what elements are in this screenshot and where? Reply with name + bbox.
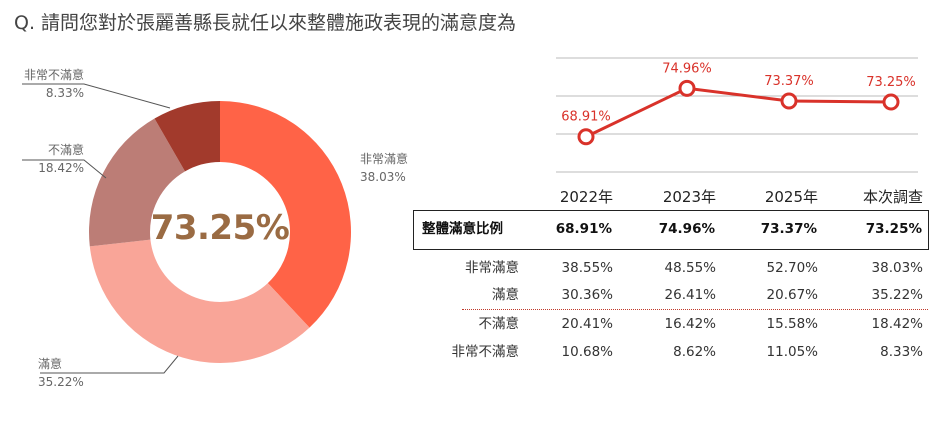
table-cell: 20.67% xyxy=(766,287,818,303)
data-label: 68.91% xyxy=(561,110,611,125)
table-cell: 68.91% xyxy=(555,221,612,237)
row-label: 非常滿意 xyxy=(465,260,519,276)
series-point xyxy=(678,79,696,97)
table-cell: 73.37% xyxy=(760,221,817,237)
table-cell: 8.33% xyxy=(880,344,923,360)
column-header: 2023年 xyxy=(662,188,716,206)
table-header-row: 2022年 2023年 2025年 本次調查 xyxy=(413,184,929,210)
segment-pct: 18.42% xyxy=(38,161,84,175)
table-cell: 73.25% xyxy=(865,221,922,237)
table-cell: 8.62% xyxy=(673,344,716,360)
segment-very-dissatisfied xyxy=(154,101,220,172)
segment-name: 不滿意 xyxy=(47,143,84,157)
segment-pct: 35.22% xyxy=(38,375,84,389)
series-line xyxy=(585,86,892,139)
series-point xyxy=(577,128,595,146)
table-cell: 26.41% xyxy=(664,287,716,303)
table-cell: 35.22% xyxy=(871,287,923,303)
segment-name: 非常不滿意 xyxy=(23,68,84,82)
segment-pct: 38.03% xyxy=(360,170,406,184)
table-row: 非常不滿意 10.68% 8.62% 11.05% 8.33% xyxy=(413,339,929,365)
data-label: 74.96% xyxy=(662,61,712,76)
segment-pct: 8.33% xyxy=(45,86,84,100)
donut-center-value: 73.25% xyxy=(150,208,290,248)
label-very-satisfied: 非常滿意 38.03% xyxy=(360,150,408,186)
row-label: 整體滿意比例 xyxy=(422,221,503,237)
label-satisfied: 滿意 35.22% xyxy=(38,355,84,391)
table-cell: 11.05% xyxy=(766,344,818,360)
segment-dissatisfied xyxy=(89,118,186,247)
table-cell: 30.36% xyxy=(561,287,613,303)
table-cell: 15.58% xyxy=(766,316,818,332)
table-cell: 38.55% xyxy=(561,260,613,276)
table-cell: 38.03% xyxy=(871,260,923,276)
label-very-dissatisfied: 非常不滿意 8.33% xyxy=(18,66,84,102)
table-cell: 52.70% xyxy=(766,260,818,276)
leader-dissatisfied xyxy=(22,159,107,179)
table-cell: 48.55% xyxy=(664,260,716,276)
segment-satisfied xyxy=(89,239,310,363)
table-highlight-row: 整體滿意比例 68.91% 74.96% 73.37% 73.25% xyxy=(413,210,929,250)
label-dissatisfied: 不滿意 18.42% xyxy=(18,141,84,177)
data-label: 73.25% xyxy=(866,75,916,90)
leader-satisfied xyxy=(40,355,179,374)
row-label: 非常不滿意 xyxy=(451,344,520,360)
segment-name: 滿意 xyxy=(38,357,63,371)
table-row: 非常滿意 38.55% 48.55% 52.70% 38.03% xyxy=(413,255,929,281)
row-label: 不滿意 xyxy=(478,316,520,332)
row-separator xyxy=(462,309,928,310)
segment-very-satisfied xyxy=(220,101,352,328)
table-cell: 18.42% xyxy=(871,316,923,332)
column-header: 2022年 xyxy=(559,188,613,206)
table-row: 不滿意 20.41% 16.42% 15.58% 18.42% xyxy=(413,311,929,337)
trend-line-chart: 68.91% 74.96% 73.37% 73.25% xyxy=(556,57,918,173)
donut-chart xyxy=(22,83,352,374)
table-cell: 16.42% xyxy=(664,316,716,332)
column-header: 2025年 xyxy=(764,188,818,206)
table-cell: 10.68% xyxy=(561,344,613,360)
table-row: 滿意 30.36% 26.41% 20.67% 35.22% xyxy=(413,282,929,308)
leader-very-dissatisfied xyxy=(22,83,171,109)
data-label: 73.37% xyxy=(764,74,814,89)
table-cell: 20.41% xyxy=(561,316,613,332)
series-point xyxy=(780,92,798,110)
page-title: Q. 請問您對於張麗善縣長就任以來整體施政表現的滿意度為 xyxy=(14,12,517,34)
series-point xyxy=(882,93,900,111)
row-label: 滿意 xyxy=(492,287,519,303)
table-cell: 74.96% xyxy=(658,221,715,237)
segment-name: 非常滿意 xyxy=(360,152,409,166)
column-header: 本次調查 xyxy=(862,188,923,206)
